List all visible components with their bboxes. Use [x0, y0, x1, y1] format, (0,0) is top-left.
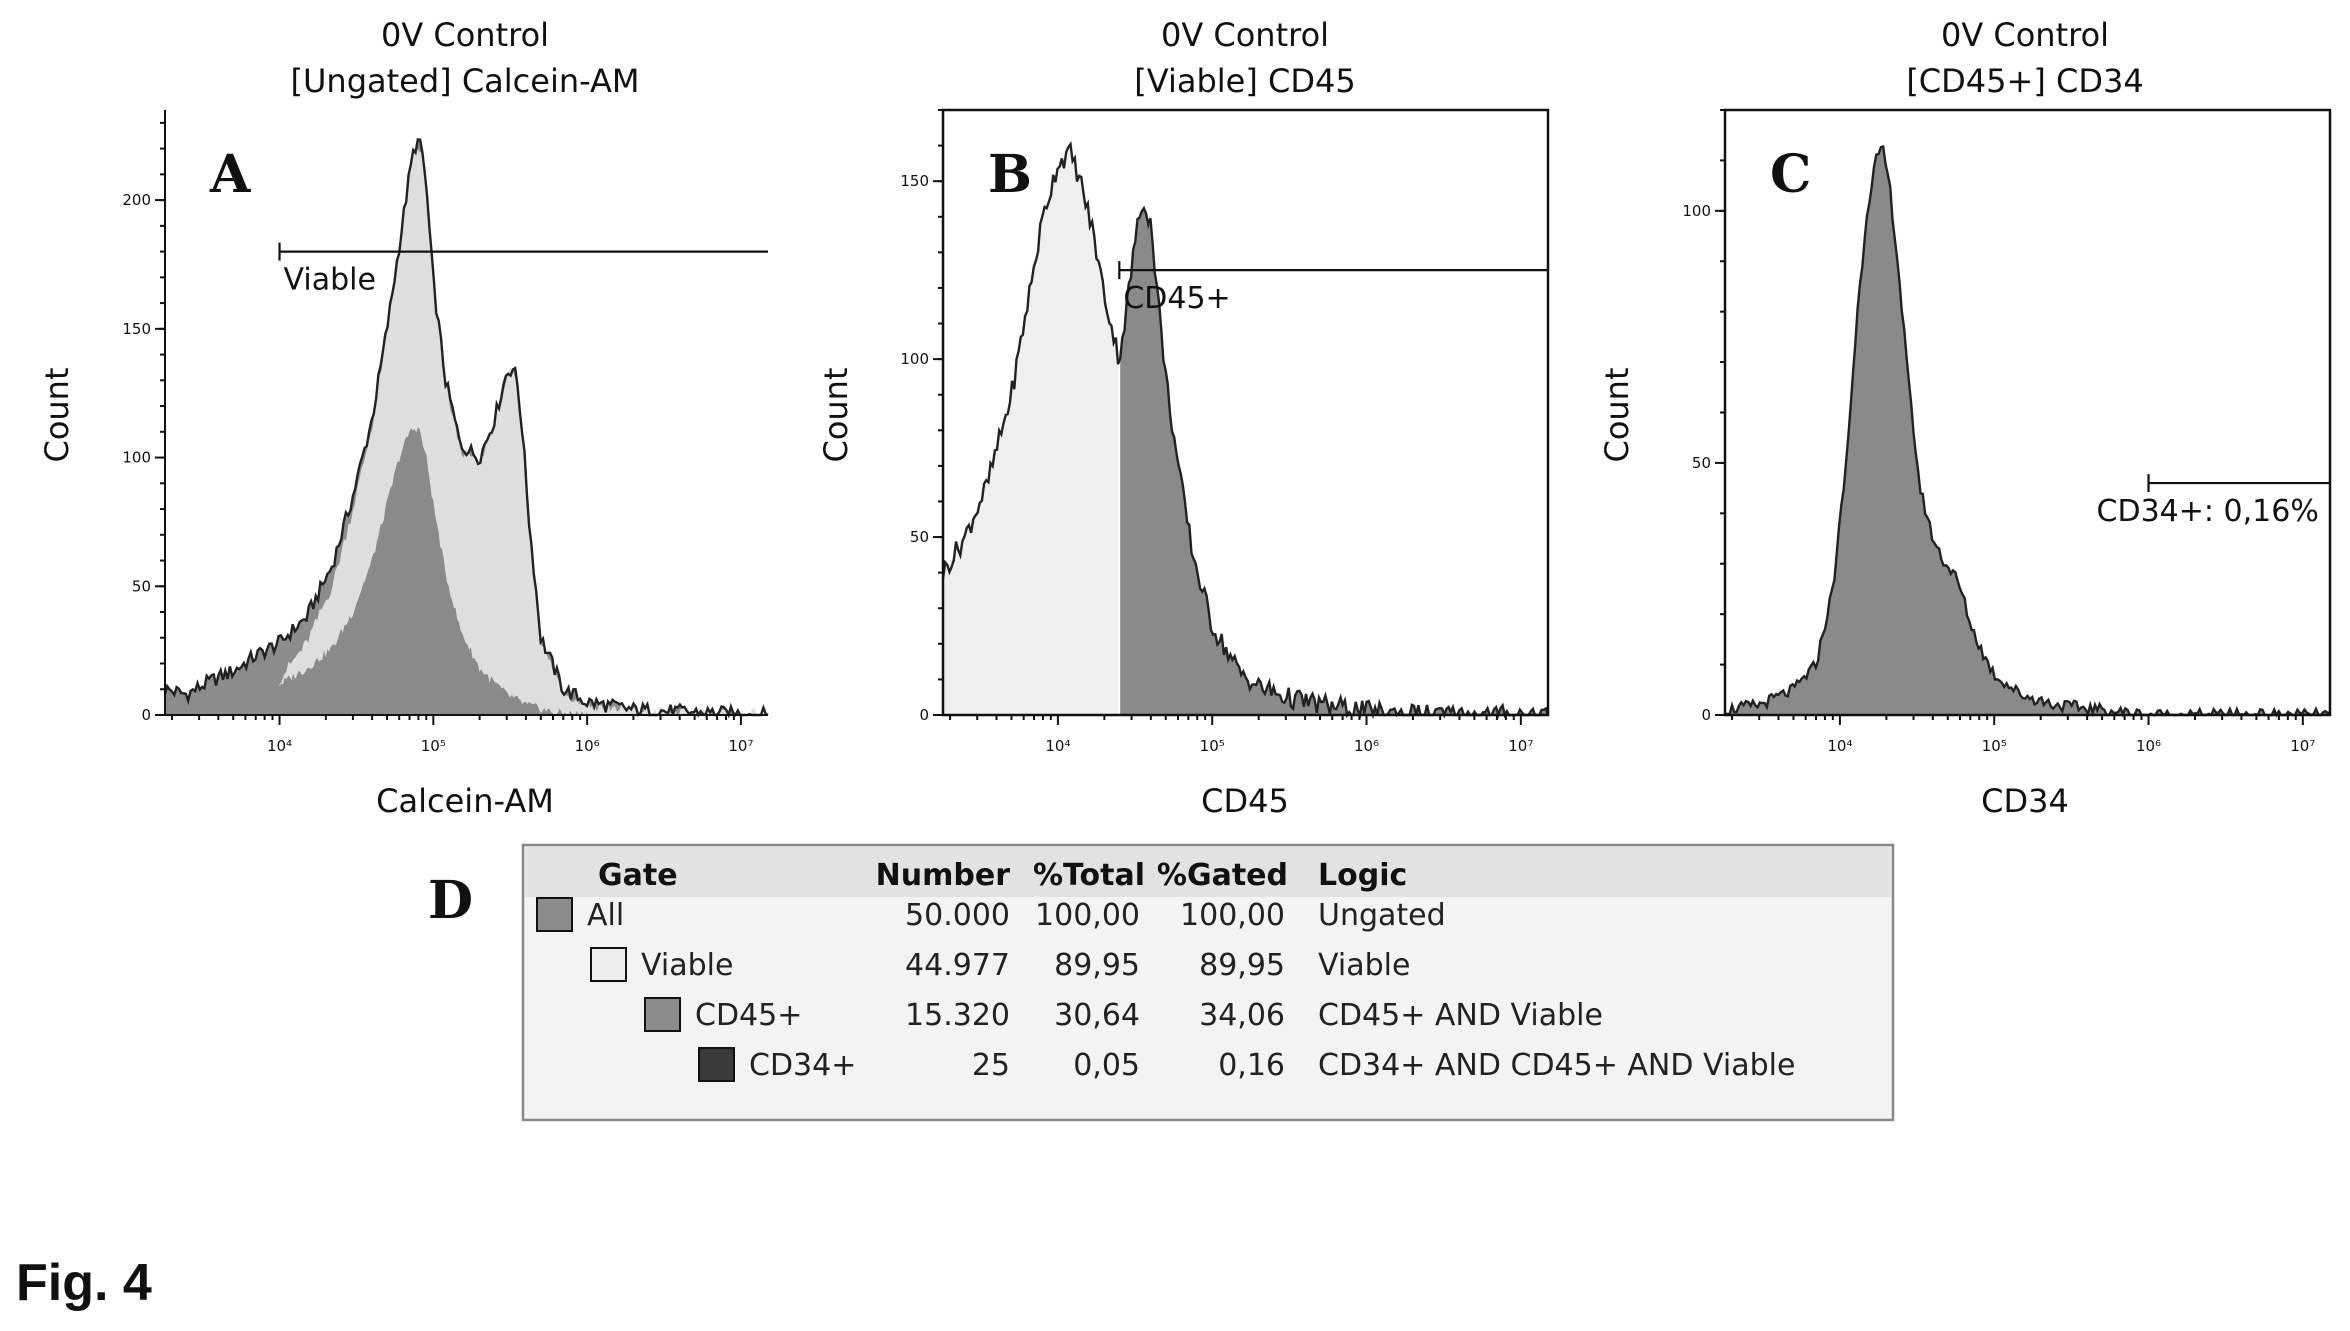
- panel-a-series-cd45-area: [279, 427, 588, 715]
- panel-a-x-tick-label: 10⁷: [728, 737, 753, 755]
- panel-b-x-tick-label: 10⁶: [1354, 737, 1379, 755]
- gate-swatch-cd45-plus: [644, 997, 681, 1032]
- gate-table-rows: All 50.000 100,00 100,00 Ungated Viable 44.977…: [536, 897, 1795, 1083]
- panel-c-series-cd34-area: [1725, 146, 2330, 715]
- panel-c-x-tick-label: 10⁷: [2290, 737, 2315, 755]
- gate-percent-total: 30,64: [1054, 998, 1140, 1033]
- panel-a-x-tick-label: 10⁴: [267, 737, 292, 755]
- panel-b: 0V Control [Viable] CD45 0 50 100 150 10⁴ 10⁵…: [817, 16, 1550, 820]
- gate-logic: CD45+ AND Viable: [1318, 998, 1603, 1033]
- panel-c-frame: [1723, 108, 2332, 717]
- panel-b-x-tick-label: 10⁵: [1200, 737, 1225, 755]
- gate-number: 15.320: [905, 998, 1010, 1033]
- panel-c-gate-label: CD34+: 0,16%: [2097, 494, 2319, 529]
- panel-b-x-tick-label: 10⁴: [1045, 737, 1070, 755]
- panel-b-series-cd45-positive-area: [1120, 208, 1548, 715]
- gate-table-header-bg: [525, 847, 1891, 897]
- panel-c-xlabel: CD34: [1981, 782, 2069, 820]
- gate-percent-total: 100,00: [1035, 898, 1140, 933]
- panel-d-gate-table: D Gate Number %Total %Gated Logic All 50.…: [428, 843, 1895, 1122]
- panel-b-y-tick-label: 100: [900, 350, 929, 368]
- gate-name: CD34+: [749, 1048, 856, 1083]
- panel-c-x-tick-label: 10⁶: [2136, 737, 2161, 755]
- panel-a-y-tick-label: 50: [132, 577, 151, 595]
- gate-name: Viable: [641, 948, 733, 983]
- panel-b-gate-label: CD45+: [1123, 281, 1230, 316]
- header-number: Number: [876, 858, 1011, 893]
- panel-a-y-tick-label: 0: [141, 706, 151, 724]
- header-logic: Logic: [1318, 858, 1407, 893]
- panel-b-title: 0V Control: [1161, 16, 1329, 54]
- gate-name: CD45+: [695, 998, 802, 1033]
- panel-c-y-tick-label: 100: [1682, 202, 1711, 220]
- panel-a-plot: 0 50 100 150 200 10⁴ 10⁵ 10⁶ 10⁷ Viable: [122, 110, 769, 755]
- panel-b-x-tick-label: 10⁷: [1508, 737, 1533, 755]
- panel-c-series-outline: [1724, 144, 2331, 718]
- panel-c-x-tick-label: 10⁵: [1982, 737, 2007, 755]
- panel-a-y-tick-label: 200: [122, 191, 151, 209]
- header-gate: Gate: [598, 858, 678, 893]
- panel-b-letter: B: [988, 144, 1032, 205]
- panel-c-title: 0V Control: [1941, 16, 2109, 54]
- gate-percent-gated: 89,95: [1199, 948, 1285, 983]
- panel-a: 0V Control [Ungated] Calcein-AM 0 50 100 15…: [38, 16, 769, 820]
- gate-logic: Ungated: [1318, 898, 1446, 933]
- panel-b-y-tick-label: 50: [910, 528, 929, 546]
- panel-a-y-tick-label: 100: [122, 449, 151, 467]
- panel-b-xlabel: CD45: [1201, 782, 1289, 820]
- gate-percent-gated: 0,16: [1218, 1048, 1285, 1083]
- panel-b-y-tick-label: 150: [900, 172, 929, 190]
- gate-percent-total: 89,95: [1054, 948, 1140, 983]
- header-gated: %Gated: [1157, 858, 1288, 893]
- panel-a-x-tick-label: 10⁶: [575, 737, 600, 755]
- gate-percent-gated: 100,00: [1180, 898, 1285, 933]
- panel-c-letter: C: [1770, 144, 1811, 205]
- panel-b-subtitle: [Viable] CD45: [1134, 62, 1355, 100]
- panel-a-letter: A: [209, 144, 251, 205]
- gate-swatch-cd34-plus: [698, 1047, 735, 1082]
- panel-a-ylabel: Count: [38, 367, 76, 462]
- gate-percent-gated: 34,06: [1199, 998, 1285, 1033]
- header-total: %Total: [1033, 858, 1145, 893]
- gate-percent-total: 0,05: [1073, 1048, 1140, 1083]
- panel-b-series-cd45-negative-area: [943, 144, 1118, 715]
- gate-number: 44.977: [905, 948, 1010, 983]
- gate-logic: CD34+ AND CD45+ AND Viable: [1318, 1048, 1795, 1083]
- gate-number: 25: [972, 1048, 1010, 1083]
- panel-a-title: 0V Control: [381, 16, 549, 54]
- gate-logic: Viable: [1318, 948, 1410, 983]
- panel-b-ylabel: Count: [817, 367, 855, 462]
- panel-a-xlabel: Calcein-AM: [376, 782, 554, 820]
- gate-number: 50.000: [905, 898, 1010, 933]
- panel-c-y-tick-label: 50: [1692, 454, 1711, 472]
- panel-c: 0V Control [CD45+] CD34 0 50 100 10⁴ 10⁵ 10⁶ 1…: [1598, 16, 2332, 820]
- panel-d-letter: D: [428, 870, 473, 931]
- panel-a-subtitle: [Ungated] Calcein-AM: [291, 62, 640, 100]
- panel-c-plot: 0 50 100 10⁴ 10⁵ 10⁶ 10⁷ CD34+: 0,16%: [1682, 108, 2332, 755]
- gate-swatch-viable: [590, 947, 627, 982]
- gate-name: All: [587, 898, 624, 933]
- panel-c-ylabel: Count: [1598, 367, 1636, 462]
- panel-c-y-tick-label: 0: [1701, 706, 1711, 724]
- gate-swatch-all: [536, 897, 573, 932]
- figure-caption: Fig. 4: [16, 1254, 152, 1312]
- panel-a-series-all-outline: [163, 138, 769, 719]
- panel-b-plot: 0 50 100 150 10⁴ 10⁵ 10⁶ 10⁷ CD45+: [900, 108, 1550, 755]
- panel-a-gate-label: Viable: [284, 263, 376, 298]
- panel-a-y-tick-label: 150: [122, 320, 151, 338]
- panel-b-y-tick-label: 0: [919, 706, 929, 724]
- panel-c-subtitle: [CD45+] CD34: [1906, 62, 2143, 100]
- panel-b-series-outline: [941, 140, 1550, 720]
- panel-c-x-tick-label: 10⁴: [1827, 737, 1852, 755]
- panel-a-x-tick-label: 10⁵: [421, 737, 446, 755]
- panel-b-frame: [941, 108, 1550, 717]
